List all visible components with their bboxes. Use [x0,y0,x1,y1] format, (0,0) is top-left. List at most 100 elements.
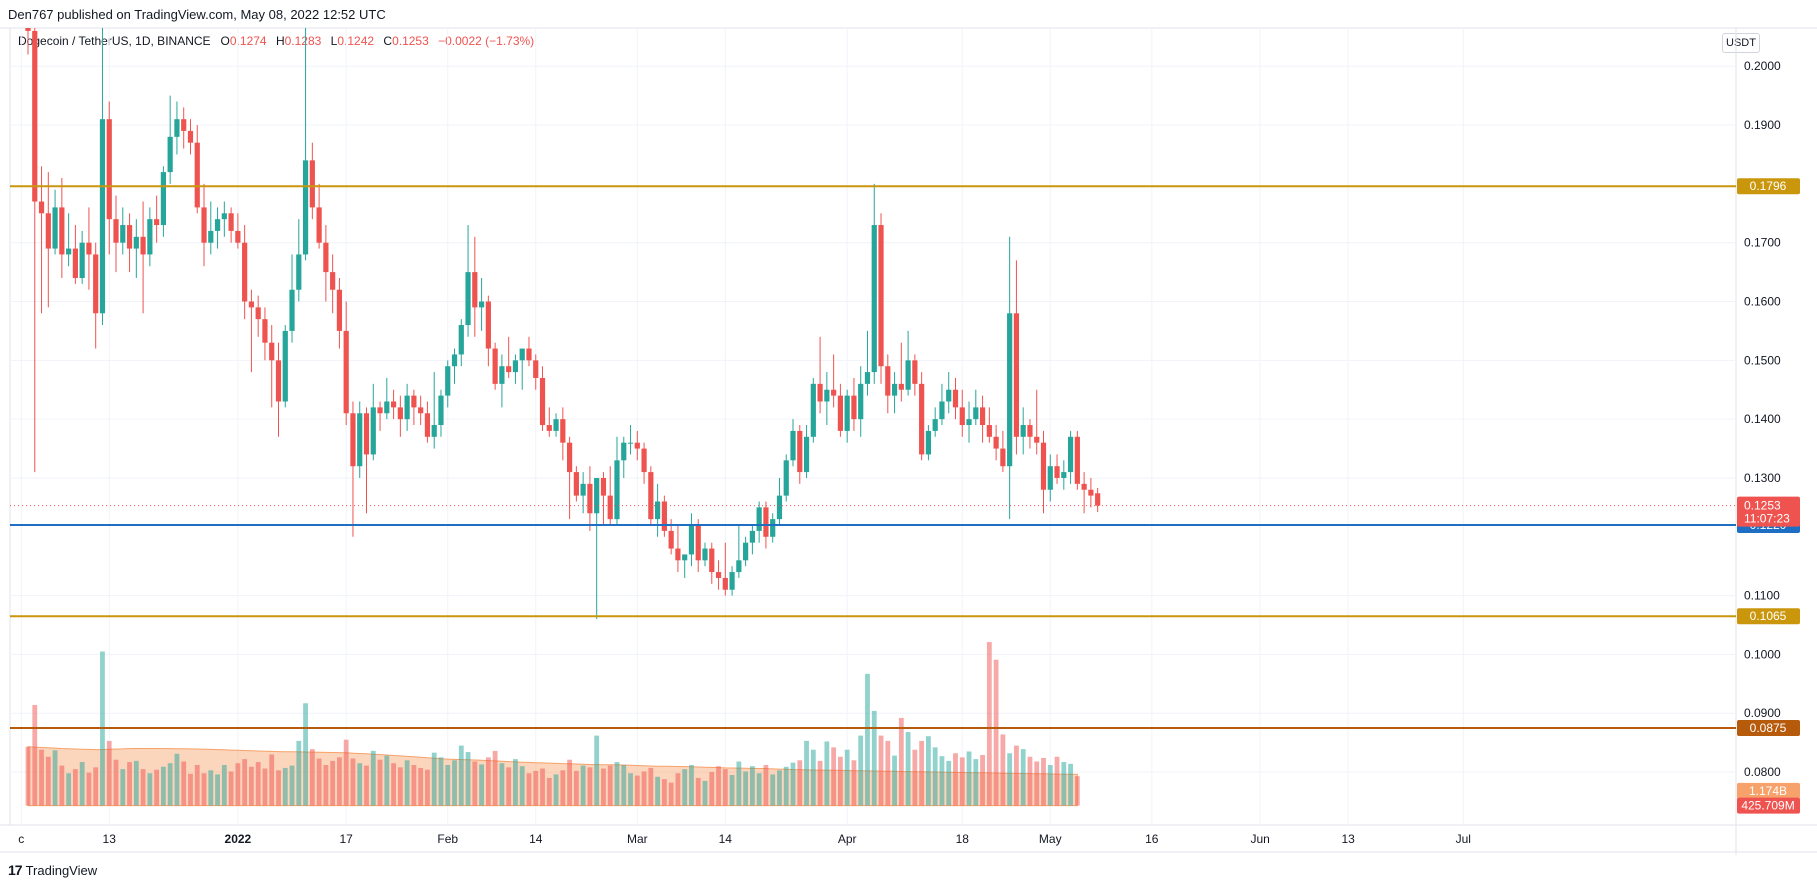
volume-bar [194,765,200,806]
candle-body [634,442,640,449]
candle [438,389,444,437]
candle-body [404,395,410,420]
volume-bar [844,749,850,806]
horizontal-levels[interactable] [10,185,1736,729]
volume-bar [513,759,518,806]
candle-body [451,354,458,367]
candle [912,354,918,396]
volume-bar [966,751,972,806]
candle-body [411,395,417,408]
volume-bar [580,765,586,806]
volume-bar [546,777,552,806]
candle-body [1020,425,1026,437]
candle [418,395,424,426]
currency-button[interactable]: USDT [1722,33,1760,53]
candle [255,295,261,337]
candle [817,336,823,414]
volume-bar [411,765,417,806]
candle-body [1061,472,1067,478]
candle-body [790,430,796,461]
countdown-tag: 11:07:23 [1744,512,1790,526]
candle-body [512,360,519,373]
level-price-tag: 0.0875 [1750,721,1787,735]
candle [72,225,78,284]
price-tick-label: 0.1300 [1744,471,1781,485]
volume-bar [93,767,99,806]
close-value: 0.1253 [392,34,429,48]
volume-bar [1068,763,1073,806]
volume-bar [831,747,837,806]
candle-body [885,366,891,396]
candle [120,207,126,255]
tradingview-logo-icon: 17 [8,862,23,878]
time-tick-label: 14 [529,832,543,846]
candle [993,425,999,461]
time-axis[interactable]: c 13 2022 17 Feb 14 Mar 14 Apr 18 May 16 Jun 13 Jul [18,832,1471,846]
candle-body [546,425,552,431]
candle [905,330,911,396]
volume-bar [1041,757,1046,806]
volume-bar [445,765,451,806]
volume-bar [208,770,214,806]
candle-body [973,407,979,420]
open-value: 0.1274 [229,34,267,48]
candle-body [1054,466,1060,478]
volume-bars [25,642,1080,806]
candle [891,372,898,414]
candle [390,389,397,420]
time-tick-label: c [18,832,24,846]
price-axis[interactable]: 0.2000 0.1900 0.1700 0.1600 0.1500 0.1400 0.13… [1737,59,1800,814]
candle [370,383,376,461]
volume-bar [804,740,809,806]
candle [790,419,796,467]
candle-body [803,436,810,473]
volume-bar [871,710,877,806]
volume-bar [878,735,884,806]
candle [539,366,546,431]
candle [52,189,58,255]
candle [627,425,634,455]
candle [309,142,315,220]
tradingview-footer[interactable]: 17 TradingView [8,862,97,878]
volume-bar [323,765,329,806]
candle-body [492,348,498,384]
candle [431,372,437,449]
volume-bar [52,750,58,806]
candle-body [1040,442,1047,490]
candle [25,28,31,55]
candle-body [580,483,586,496]
symbol-title[interactable]: Dogecoin / TetherUS, 1D, BINANCE [18,34,211,48]
volume-bar [573,770,579,806]
candle [147,207,153,267]
candle [506,336,512,378]
candle [1047,454,1053,502]
candle [749,525,755,555]
candle [377,401,383,431]
candle-body [1095,493,1101,506]
candle [925,425,932,461]
candle-body [1081,483,1087,490]
candle [702,542,708,567]
candle-body [187,130,194,143]
candle [160,166,166,237]
volume-bar [587,767,593,806]
candle [1007,236,1013,520]
candle [594,477,600,620]
time-tick-label: 14 [719,832,733,846]
volume-bar [540,768,545,806]
candle [79,230,85,284]
candle-body [140,236,146,255]
volume-bar [689,765,694,806]
volume-bar [479,764,484,806]
volume-bar [939,756,945,806]
candle [898,342,904,402]
last-price-tag: 0.1253 [1744,499,1781,513]
candle [1034,389,1040,455]
candle-body [831,389,837,396]
volume-bar [607,765,613,806]
volume-bar [106,740,112,806]
candle [1013,260,1020,455]
price-tick-label: 0.1600 [1744,295,1781,309]
candle-body [194,142,200,208]
